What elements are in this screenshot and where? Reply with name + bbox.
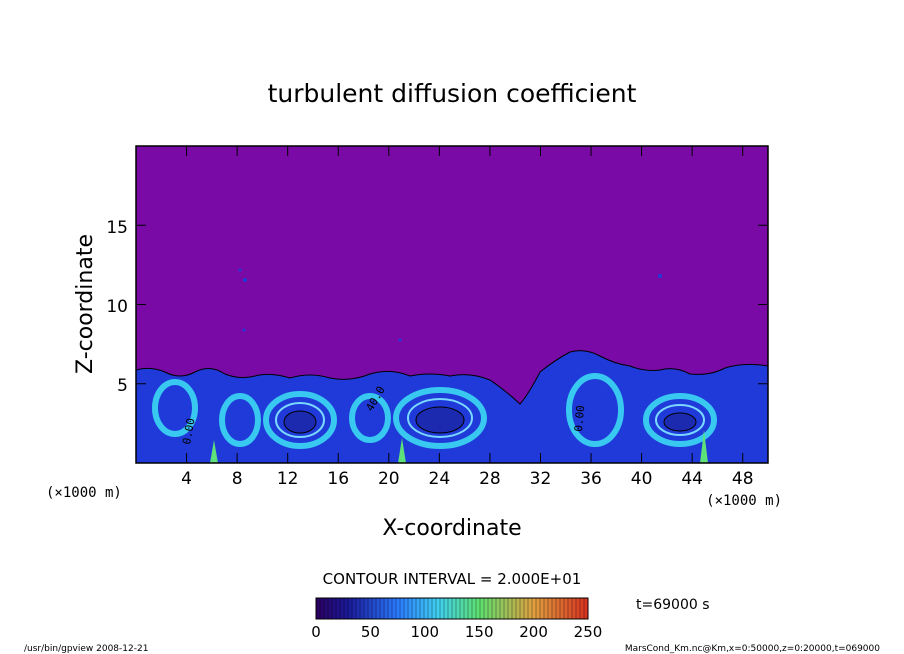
x-unit-label: (×1000 m) [706,493,782,509]
x-tick-label: 16 [327,469,349,489]
eddy-inner [275,398,705,438]
colorbar-tick-label: 200 [519,623,548,641]
y-unit-label: (×1000 m) [46,485,122,501]
y-tick-label: 15 [106,218,128,238]
x-tick-label: 32 [530,469,552,489]
x-tick-label: 12 [277,469,299,489]
x-tick-label: 28 [479,469,501,489]
y-tick-label: 10 [106,297,128,317]
small-features [238,268,662,342]
x-tick-label: 48 [732,469,754,489]
contour-label: 0.00 [180,417,197,445]
chart-title: turbulent diffusion coefficient [268,79,637,108]
colorbar-tick-label: 50 [361,623,380,641]
x-tick-label: 40 [631,469,653,489]
x-axis: X-coordinate (×1000 m) 4 8 12 16 20 24 28 32 36 4… [181,146,782,541]
x-tick-label: 4 [181,469,192,489]
high-value-plumes [210,430,708,463]
colorbar-tick-label: 250 [574,623,603,641]
y-axis: 5 10 15 Z-coordinate (×1000 m) [46,218,768,501]
footer-right: MarsCond_Km.nc@Km,x=0:50000,z=0:20000,t=… [625,644,880,654]
x-tick-label: 24 [429,469,451,489]
eddy-cores [283,406,697,434]
footer-left: /usr/bin/gpview 2008-12-21 [24,644,148,654]
colorbar-tick-label: 150 [465,623,494,641]
heatmap-field [136,146,768,463]
eddy-rings [152,373,717,449]
colorbar-tick-label: 0 [311,623,321,641]
x-tick-label: 8 [232,469,243,489]
x-tick-label: 44 [681,469,703,489]
contour-interval: CONTOUR INTERVAL = 2.000E+01 [323,570,582,588]
colorbar-tick-label: 100 [410,623,439,641]
colorbar: 0 50 100 150 200 250 [311,597,603,641]
x-tick-label: 20 [378,469,400,489]
x-tick-label: 36 [580,469,602,489]
y-axis-label: Z-coordinate [73,234,98,374]
time-label: t=69000 s [636,597,710,613]
y-tick-label: 5 [117,376,128,396]
x-axis-label: X-coordinate [382,516,521,541]
contour-label: 0.00 [572,405,587,433]
